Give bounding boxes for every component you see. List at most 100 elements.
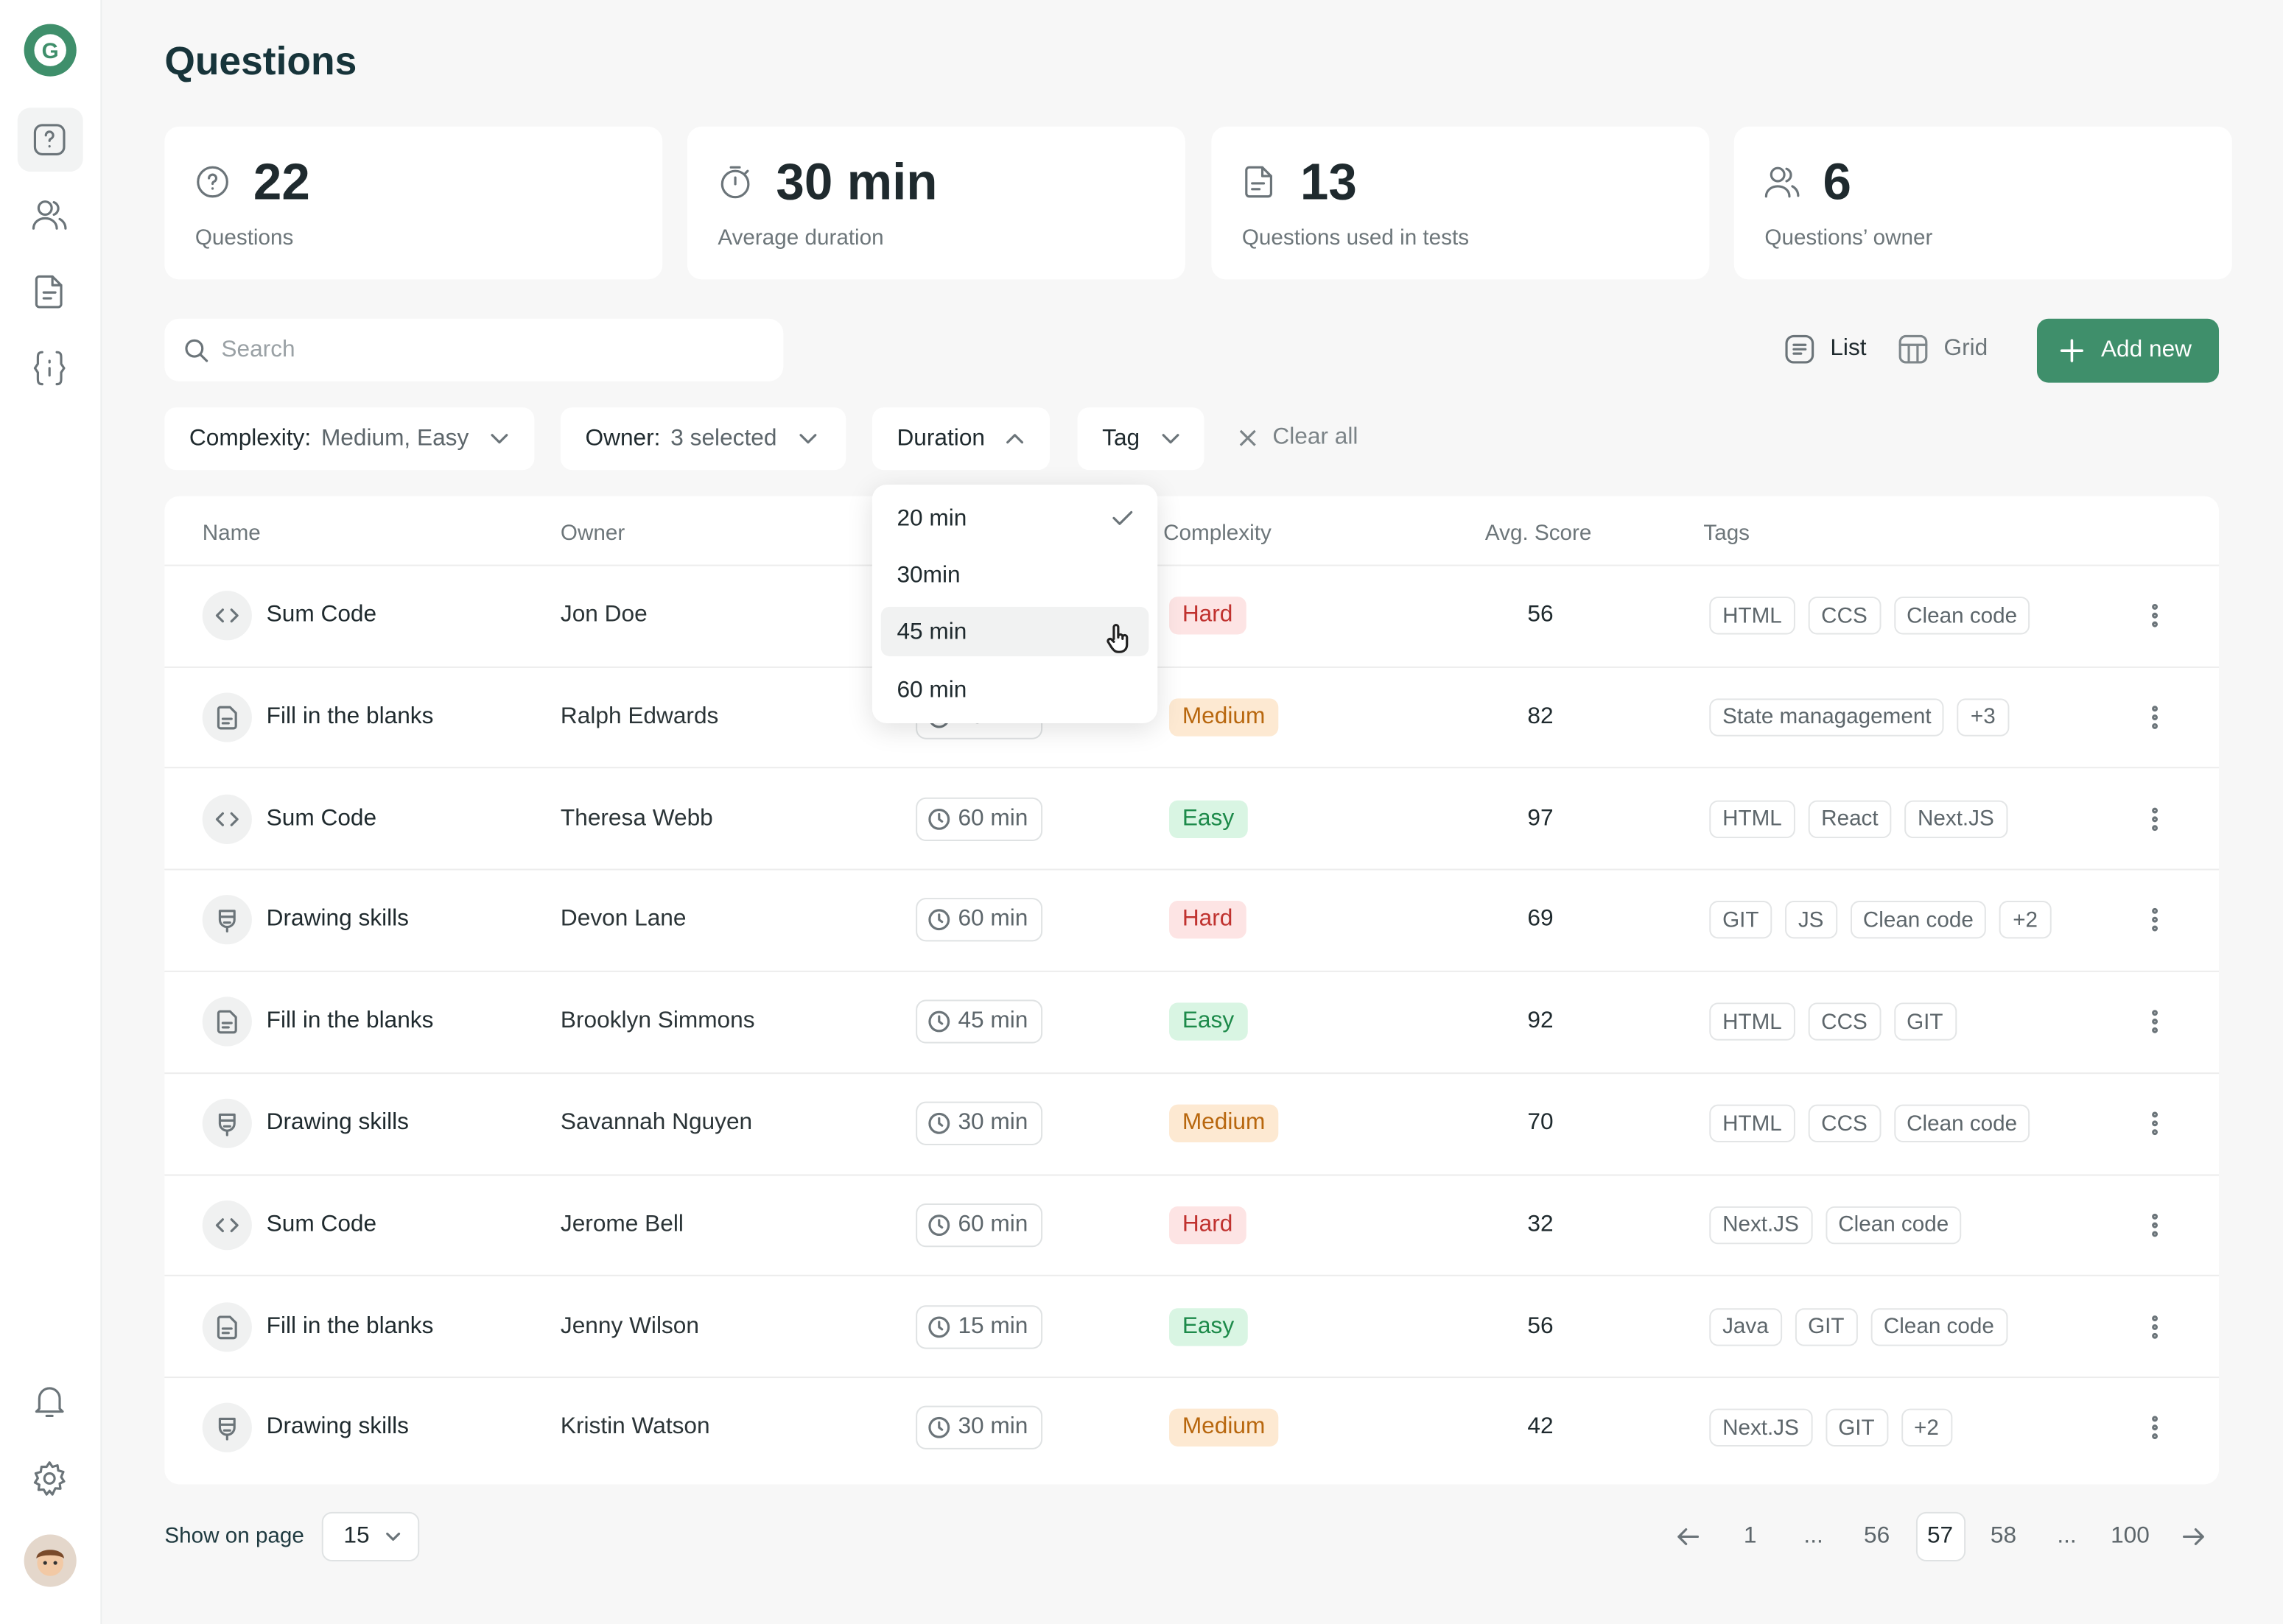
duration-pill: 30 min [916, 1406, 1043, 1450]
page-button[interactable]: 56 [1863, 1523, 1890, 1549]
row-line [164, 767, 2220, 769]
add-new-button[interactable]: Add new [2036, 318, 2220, 383]
dropdown-option[interactable]: 20 min [881, 493, 1149, 543]
tag: Clean code [1850, 901, 1987, 940]
dropdown-option[interactable]: 45 min [880, 607, 1149, 657]
duration: 30 min [958, 1110, 1028, 1136]
stat-value: 6 [1823, 154, 1851, 211]
clock-icon [927, 1416, 951, 1440]
question-name: Drawing skills [266, 907, 409, 932]
table-row[interactable]: Fill in the blanks Jenny Wilson 15 min Easy… [164, 1276, 2220, 1379]
table-row[interactable]: Drawing skills Kristin Watson 30 min Medium… [164, 1377, 2219, 1479]
stat-value: 30 min [776, 154, 938, 211]
sidebar: G [0, 0, 102, 1624]
row-line [164, 868, 2220, 871]
table-row[interactable]: Sum Code Jerome Bell 60 min Hard 32 Next.JS Cl… [164, 1174, 2220, 1277]
table-row[interactable]: Sum Code Theresa Webb 60 min Easy 97 HTML Reac… [164, 767, 2220, 871]
avg-score: 82 [1527, 703, 1554, 729]
page-button[interactable]: ... [1803, 1523, 1823, 1549]
duration: 45 min [958, 1008, 1028, 1034]
table-row[interactable]: Drawing skills Savannah Nguyen 30 min Mediu… [164, 1072, 2220, 1175]
next-page-svg [2183, 1528, 2204, 1545]
complexity-badge: Medium [1169, 1409, 1279, 1447]
avatar[interactable] [24, 1533, 77, 1587]
dropdown-option[interactable]: 30min [881, 550, 1149, 600]
tag: HTML [1709, 1002, 1795, 1041]
row-menu-svg [2152, 806, 2158, 831]
tag: Next.JS [1709, 1409, 1812, 1447]
tag: Clean code [1825, 1206, 1963, 1244]
owner: Jon Doe [560, 602, 648, 628]
table-row[interactable]: Drawing skills Devon Lane 60 min Hard 69 GIT J… [164, 869, 2220, 972]
tag: +3 [1957, 697, 2009, 737]
owner: Ralph Edwards [560, 703, 719, 729]
complexity-badge: Easy [1169, 799, 1247, 838]
stat-label: Questions’ owner [1764, 225, 1933, 250]
row-line [164, 970, 2220, 972]
nav-code[interactable] [32, 349, 66, 387]
clock-icon [927, 807, 951, 831]
question-name: Sum Code [266, 1212, 377, 1237]
nav-questions[interactable] [32, 122, 66, 157]
page-size-select[interactable]: 15 [321, 1511, 420, 1562]
complexity-badge: Medium [1169, 697, 1279, 737]
tag: Next.JS [1709, 1206, 1812, 1244]
clock-icon-svg [928, 1010, 950, 1033]
check-icon-svg [1112, 510, 1133, 525]
page-button[interactable]: 100 [2111, 1523, 2150, 1549]
row-line [164, 1072, 2220, 1074]
page-button[interactable]: 1 [1743, 1523, 1757, 1549]
type-icon [214, 806, 241, 832]
duration-pill: 60 min [916, 1203, 1043, 1247]
clock-icon [927, 1213, 951, 1237]
tag: GIT [1709, 901, 1772, 940]
row-icon [202, 1098, 252, 1148]
nav-tests[interactable] [33, 273, 65, 309]
clock-icon [927, 909, 951, 932]
filter-button[interactable]: Complexity: Medium, Easy [164, 407, 535, 471]
view-option[interactable]: Grid [1897, 333, 1988, 365]
avg-score: 42 [1527, 1415, 1554, 1440]
filter-button[interactable]: Owner: 3 selected [560, 407, 846, 471]
view-option[interactable]: List [1784, 333, 1867, 365]
stat-label: Average duration [718, 225, 884, 250]
filter-button[interactable]: Tag [1077, 407, 1204, 471]
table-row[interactable]: Fill in the blanks Brooklyn Simmons 45 min… [164, 971, 2220, 1074]
tags: Java GIT Clean code [1709, 1307, 2020, 1346]
filter-chevron [797, 431, 818, 447]
page-button[interactable]: 58 [1990, 1523, 2017, 1549]
question-name: Sum Code [266, 805, 377, 831]
avg-score: 70 [1527, 1110, 1554, 1136]
duration: 60 min [958, 907, 1028, 932]
page-button[interactable]: 57 [1915, 1511, 1965, 1562]
filter-chevron-svg [491, 434, 508, 444]
row-menu [2150, 806, 2159, 832]
page-size-value: 15 [343, 1523, 370, 1549]
avg-score: 69 [1527, 907, 1554, 932]
duration: 15 min [958, 1313, 1028, 1338]
nav-notifications[interactable] [33, 1382, 65, 1420]
filter-label: Duration [897, 425, 986, 451]
stat-label: Questions [194, 225, 294, 250]
row-menu-svg [2152, 1213, 2158, 1237]
page-button[interactable]: ... [2057, 1523, 2077, 1549]
next-page [2183, 1527, 2206, 1547]
clear-all[interactable]: Clear all [1238, 425, 1358, 451]
tag: +2 [1999, 901, 2051, 940]
question-name: Fill in the blanks [266, 1313, 434, 1338]
filter-button[interactable]: Duration [872, 407, 1050, 471]
dropdown-option[interactable]: 60 min [881, 664, 1149, 714]
nav-users[interactable] [31, 198, 69, 233]
type-icon-svg [218, 1418, 236, 1441]
column-header: Complexity [1163, 521, 1272, 546]
duration-pill: 45 min [916, 999, 1043, 1044]
owner: Devon Lane [560, 907, 687, 932]
stat-icon [195, 164, 233, 202]
table-row[interactable]: Sum Code Jon Doe Hard 56 HTML CCS Clean code [164, 565, 2220, 667]
search-box[interactable]: Search [164, 318, 784, 382]
tag: JS [1785, 901, 1837, 940]
nav-settings[interactable] [31, 1460, 69, 1497]
clock-icon [927, 1112, 951, 1136]
stat-icon-svg [197, 166, 228, 198]
